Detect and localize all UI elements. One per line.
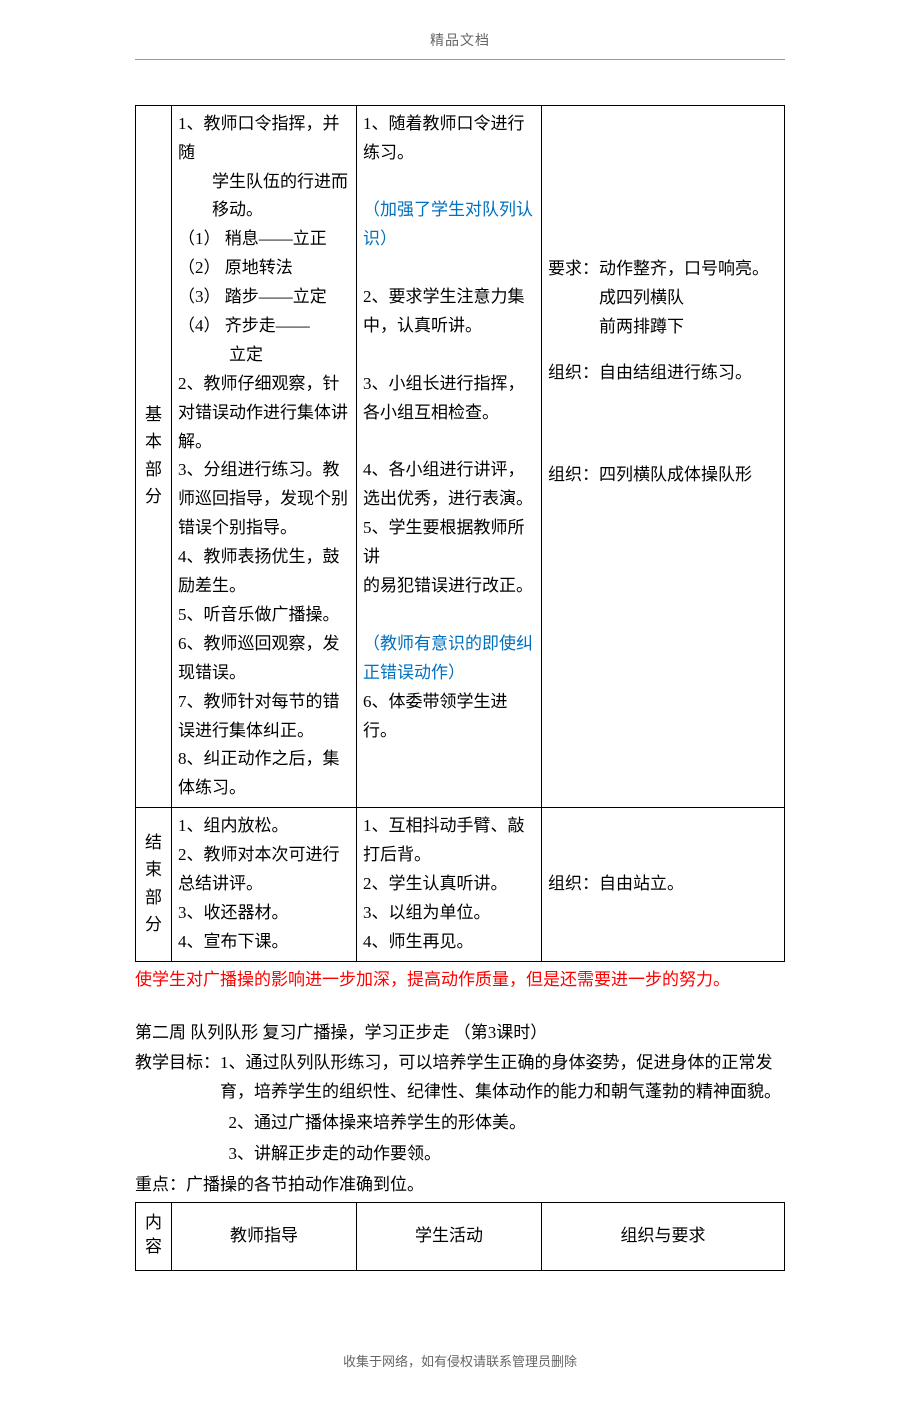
- teacher-item: 6、教师巡回观察，发现错误。: [178, 630, 350, 688]
- student-note: （教师有意识的即使纠正错误动作）: [363, 630, 535, 688]
- teacher-item: 8、纠正动作之后，集体练习。: [178, 745, 350, 803]
- teacher-item: 4、宣布下课。: [178, 928, 350, 957]
- lesson2-goal-2: 2、通过广播体操来培养学生的形体美。: [135, 1109, 785, 1138]
- table-row: 基本部分 1、教师口令指挥，并随 学生队伍的行进而移动。 （1） 稍息——立正 …: [136, 105, 785, 807]
- student-item: 3、以组为单位。: [363, 899, 535, 928]
- org-cell: 要求：动作整齐，口号响亮。 成四列横队 前两排蹲下 组织：自由结组进行练习。 组…: [542, 105, 785, 807]
- summary-text: 使学生对广播操的影响进一步加深，提高动作质量，但是还需要进一步的努力。: [135, 966, 785, 995]
- table-header-row: 内容 教师指导 学生活动 组织与要求: [136, 1202, 785, 1270]
- org-item: 前两排蹲下: [548, 313, 778, 342]
- section-cell-basic: 基本部分: [136, 105, 172, 807]
- student-item: 2、要求学生注意力集中，认真听讲。: [363, 283, 535, 341]
- section-cell-end: 结束部分: [136, 808, 172, 961]
- org-item: 要求：动作整齐，口号响亮。: [548, 255, 778, 284]
- teacher-item: 1、组内放松。: [178, 812, 350, 841]
- page-content: 基本部分 1、教师口令指挥，并随 学生队伍的行进而移动。 （1） 稍息——立正 …: [0, 105, 920, 1271]
- org-item: 成四列横队: [548, 284, 778, 313]
- org-block: 组织：四列横队成体操队形: [548, 461, 778, 490]
- student-item: 3、小组长进行指挥，各小组互相检查。: [363, 370, 535, 428]
- teacher-cell: 1、教师口令指挥，并随 学生队伍的行进而移动。 （1） 稍息——立正 （2） 原…: [172, 105, 357, 807]
- teacher-item: 5、听音乐做广播操。: [178, 601, 350, 630]
- student-item: 6、体委带领学生进行。: [363, 688, 535, 746]
- teacher-cell: 1、组内放松。 2、教师对本次可进行总结讲评。 3、收还器材。 4、宣布下课。: [172, 808, 357, 961]
- page-header-title: 精品文档: [0, 30, 920, 54]
- lesson-table-2: 内容 教师指导 学生活动 组织与要求: [135, 1202, 785, 1271]
- lesson-table-1: 基本部分 1、教师口令指挥，并随 学生队伍的行进而移动。 （1） 稍息——立正 …: [135, 105, 785, 962]
- org-item: 组织：自由站立。: [548, 870, 778, 899]
- org-block: 组织：自由结组进行练习。: [548, 359, 778, 388]
- teacher-item: 3、收还器材。: [178, 899, 350, 928]
- goal-label: 教学目标：: [135, 1049, 220, 1107]
- teacher-item: 学生队伍的行进而移动。: [178, 168, 350, 226]
- header-divider: [135, 59, 785, 60]
- lesson2-goal-1: 教学目标： 1、通过队列队形练习，可以培养学生正确的身体姿势，促进身体的正常发育…: [135, 1049, 785, 1107]
- goal-content: 1、通过队列队形练习，可以培养学生正确的身体姿势，促进身体的正常发育，培养学生的…: [220, 1049, 785, 1107]
- lesson2-keypoint: 重点：广播操的各节拍动作准确到位。: [135, 1171, 785, 1200]
- teacher-item: 1、教师口令指挥，并随: [178, 110, 350, 168]
- teacher-sub-item: （4） 齐步走——: [178, 312, 350, 341]
- student-item: 5、学生要根据教师所讲: [363, 514, 535, 572]
- student-item: 1、互相抖动手臂、敲打后背。: [363, 812, 535, 870]
- teacher-item: 7、教师针对每节的错误进行集体纠正。: [178, 688, 350, 746]
- org-item: 组织：自由结组进行练习。: [548, 359, 778, 388]
- org-item: 组织：四列横队成体操队形: [548, 461, 778, 490]
- org-cell: 组织：自由站立。: [542, 808, 785, 961]
- table-row: 结束部分 1、组内放松。 2、教师对本次可进行总结讲评。 3、收还器材。 4、宣…: [136, 808, 785, 961]
- page-footer: 收集于网络，如有侵权请联系管理员删除: [0, 1351, 920, 1373]
- student-note: （加强了学生对队列认识）: [363, 196, 535, 254]
- student-item: 1、随着教师口令进行练习。: [363, 110, 535, 168]
- teacher-sub-item: （3） 踏步——立定: [178, 283, 350, 312]
- teacher-sub-item: 立定: [178, 341, 350, 370]
- student-item: 的易犯错误进行改正。: [363, 572, 535, 601]
- teacher-item: 2、教师仔细观察，针对错误动作进行集体讲解。: [178, 370, 350, 457]
- section-label: 基本部分: [145, 401, 162, 510]
- table-header: 学生活动: [357, 1202, 542, 1270]
- lesson2-title: 第二周 队列队形 复习广播操，学习正步走 （第3课时）: [135, 1019, 785, 1048]
- teacher-sub-item: （2） 原地转法: [178, 254, 350, 283]
- student-cell: 1、互相抖动手臂、敲打后背。 2、学生认真听讲。 3、以组为单位。 4、师生再见…: [357, 808, 542, 961]
- lesson2-goal-3: 3、讲解正步走的动作要领。: [135, 1140, 785, 1169]
- student-item: 4、各小组进行讲评，选出优秀，进行表演。: [363, 456, 535, 514]
- teacher-item: 2、教师对本次可进行总结讲评。: [178, 841, 350, 899]
- table-header: 组织与要求: [542, 1202, 785, 1270]
- teacher-item: 3、分组进行练习。教师巡回指导，发现个别错误个别指导。: [178, 456, 350, 543]
- teacher-sub-item: （1） 稍息——立正: [178, 225, 350, 254]
- org-block: 要求：动作整齐，口号响亮。 成四列横队 前两排蹲下: [548, 255, 778, 342]
- table-header: 教师指导: [172, 1202, 357, 1270]
- student-item: 2、学生认真听讲。: [363, 870, 535, 899]
- section-label: 结束部分: [145, 829, 162, 938]
- student-cell: 1、随着教师口令进行练习。 （加强了学生对队列认识） 2、要求学生注意力集中，认…: [357, 105, 542, 807]
- teacher-item: 4、教师表扬优生，鼓励差生。: [178, 543, 350, 601]
- student-item: 4、师生再见。: [363, 928, 535, 957]
- table-header: 内容: [136, 1202, 172, 1270]
